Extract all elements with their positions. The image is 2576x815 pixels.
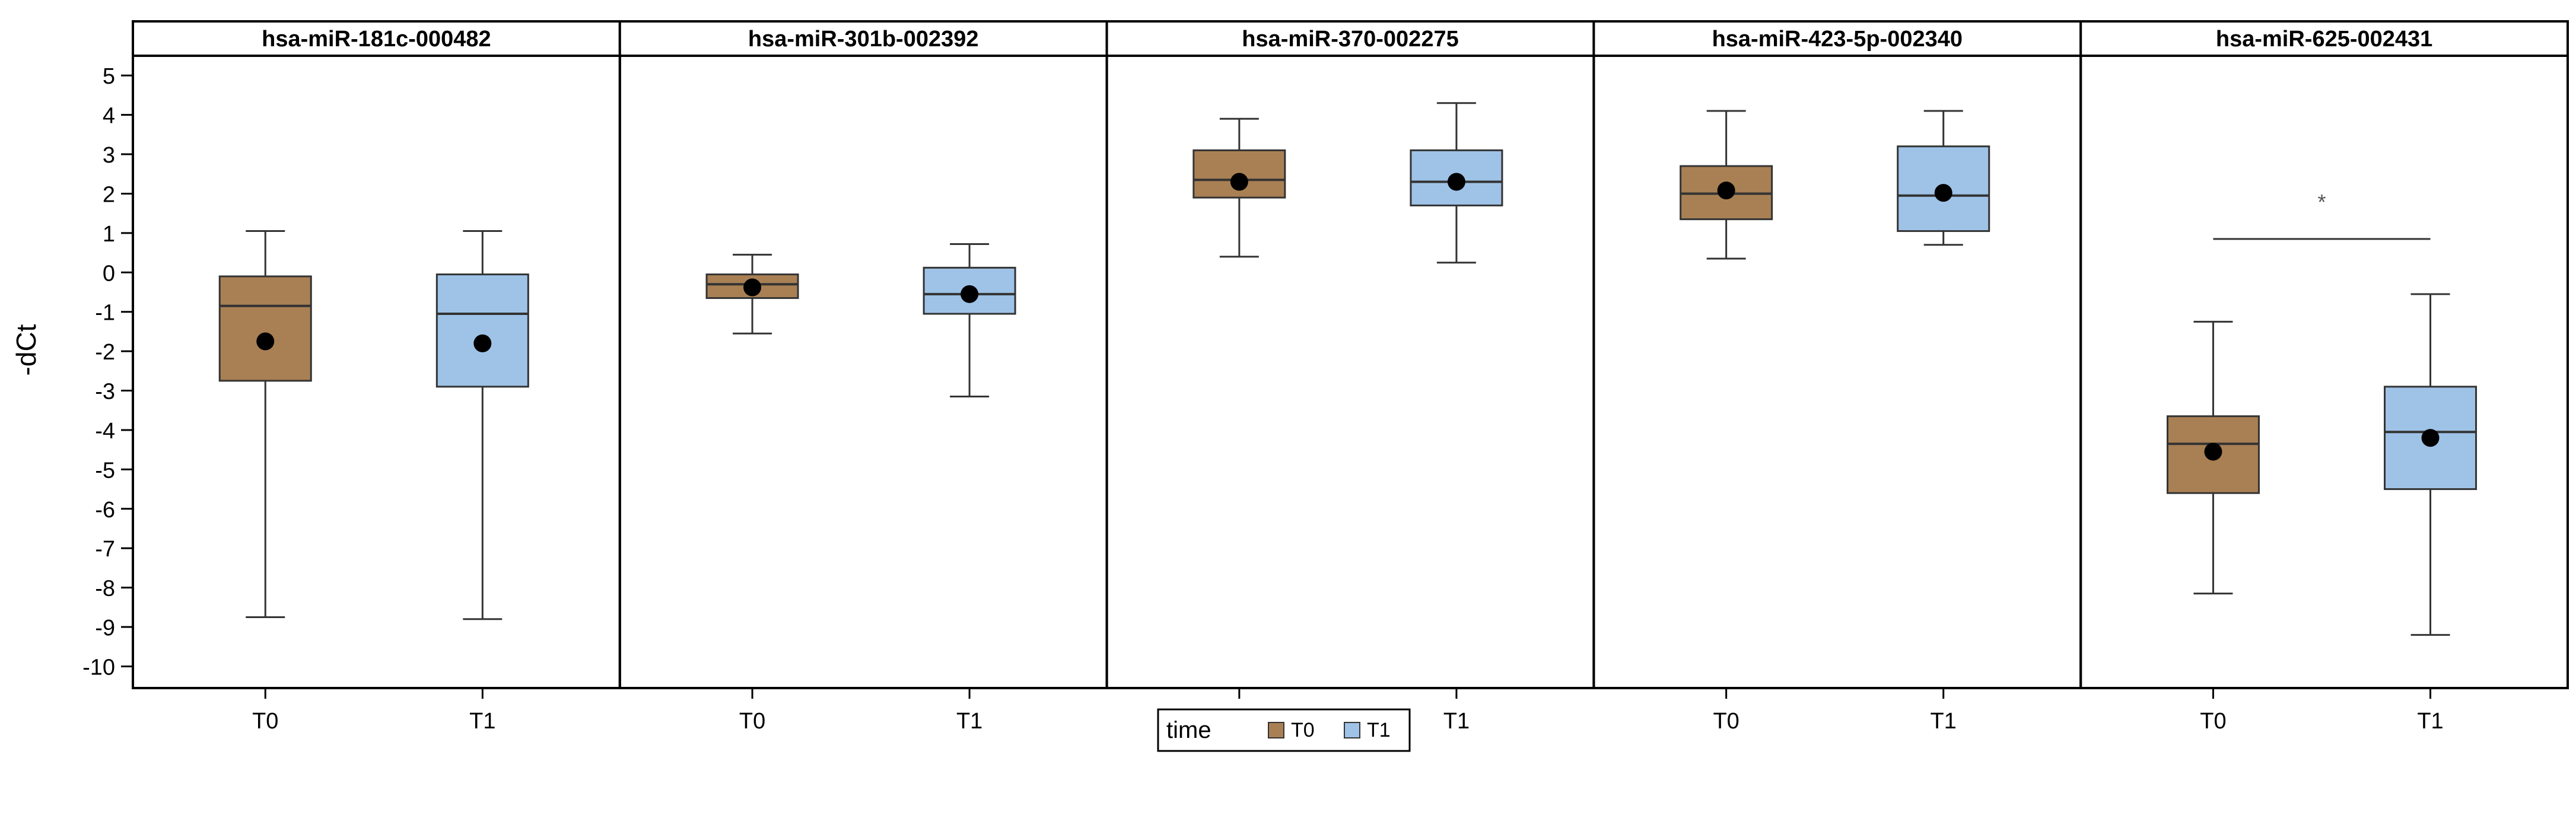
panel-hsa-miR-181c-000482: hsa-miR-181c-000482 T0 T1: [132, 20, 621, 734]
y-tick-label: -3: [95, 380, 115, 405]
mean-marker: [1447, 173, 1465, 191]
significance-label: *: [2317, 190, 2326, 214]
panel-title: hsa-miR-370-002275: [1242, 27, 1458, 52]
box-T0: T0: [705, 253, 799, 734]
x-tick-label: T0: [1713, 709, 1739, 734]
mean-marker: [2421, 429, 2440, 447]
x-tick-label: T1: [1443, 709, 1470, 734]
panel-frame: [2079, 55, 2569, 689]
box-T1: T1: [2384, 293, 2478, 734]
mean-marker: [1717, 182, 1735, 200]
panel-header: [132, 20, 621, 57]
y-tick-label: -1: [95, 301, 115, 326]
box-T1: T1: [435, 230, 529, 734]
panel-title: hsa-miR-625-002431: [2216, 27, 2432, 52]
x-tick-label: T1: [2417, 709, 2443, 734]
mean-marker: [2204, 442, 2222, 461]
y-tick-label: 3: [103, 143, 115, 168]
y-tick-label: -8: [95, 577, 115, 601]
legend-swatch-T0: [1268, 722, 1284, 738]
box-iqr: [218, 275, 312, 382]
box-T0: T0: [218, 230, 312, 734]
box-T0: T0: [2166, 320, 2260, 734]
mean-marker: [743, 278, 762, 297]
legend-label-T1: T1: [1367, 719, 1391, 741]
y-tick-label: 4: [103, 104, 115, 129]
panel-title: hsa-miR-423-5p-002340: [1712, 27, 1963, 52]
box-T1: T1: [923, 243, 1016, 734]
x-tick-label: T0: [2200, 709, 2226, 734]
panel-hsa-miR-301b-002392: hsa-miR-301b-002392 T0 T1: [618, 20, 1108, 734]
y-tick-label: -4: [95, 419, 115, 444]
box-iqr: [435, 273, 529, 388]
y-tick-label: -6: [95, 498, 115, 523]
y-tick-label: 0: [103, 261, 115, 286]
panel-title: hsa-miR-181c-000482: [262, 27, 491, 52]
mean-marker: [961, 285, 979, 303]
box-T1: T1: [1897, 110, 1990, 734]
x-tick-label: T1: [469, 709, 495, 734]
y-tick-label: 5: [103, 64, 115, 89]
mean-marker: [256, 332, 275, 351]
x-tick-label: T1: [956, 709, 982, 734]
y-tick-label: -7: [95, 537, 115, 562]
legend-swatch-T1: [1344, 722, 1360, 738]
legend-title: time: [1166, 717, 1211, 743]
y-axis: 5 4 3 2 1 0 -1 -2 -3 -4 -5 -6 -7 -8 -9 -10: [82, 56, 134, 688]
box-T0: T0: [1680, 110, 1773, 734]
panel-hsa-miR-625-002431: hsa-miR-625-002431 T0 T1 *: [2079, 20, 2569, 734]
panel-header: [1105, 20, 1595, 57]
legend: time T0 T1: [1157, 708, 1411, 752]
y-axis-label: -dCt: [11, 324, 42, 375]
box-T1: T1: [1410, 102, 1503, 734]
y-tick-label: 2: [103, 182, 115, 207]
y-tick-label: -2: [95, 340, 115, 365]
x-tick-label: T0: [739, 709, 765, 734]
panel-title: hsa-miR-301b-002392: [748, 27, 979, 52]
panel-header: [2079, 20, 2569, 57]
mean-marker: [1934, 184, 1952, 202]
x-tick-label: T1: [1931, 709, 1957, 734]
y-tick-label: -9: [95, 616, 115, 641]
y-tick-label: -10: [82, 655, 115, 680]
legend-label-T0: T0: [1291, 719, 1315, 741]
x-tick-label: T0: [252, 709, 278, 734]
y-tick-label: 1: [103, 222, 115, 247]
panel-hsa-miR-370-002275: hsa-miR-370-002275T0T1: [1105, 20, 1595, 734]
mean-marker: [473, 334, 492, 352]
y-tick-label: -5: [95, 458, 115, 483]
mean-marker: [1230, 173, 1248, 191]
